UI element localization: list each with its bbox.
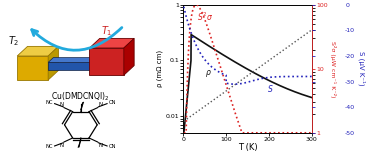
Polygon shape <box>17 46 59 56</box>
Polygon shape <box>48 62 96 70</box>
Polygon shape <box>48 46 59 80</box>
Text: Cu(DMDCNQI)$_2$: Cu(DMDCNQI)$_2$ <box>51 90 110 103</box>
X-axis label: T (K): T (K) <box>238 143 257 152</box>
Text: NC: NC <box>45 144 53 149</box>
Y-axis label: ρ (mΩ cm): ρ (mΩ cm) <box>156 50 163 87</box>
Polygon shape <box>48 58 101 62</box>
Text: $S$: $S$ <box>267 83 273 94</box>
Text: $T_1$: $T_1$ <box>101 25 112 38</box>
Text: $T_2$: $T_2$ <box>8 34 20 48</box>
Text: N: N <box>98 102 102 107</box>
Text: CN: CN <box>109 100 116 105</box>
Text: CN: CN <box>109 144 116 149</box>
Text: $\rho$: $\rho$ <box>205 68 212 79</box>
Y-axis label: S²σ (μW cm⁻¹ K⁻²): S²σ (μW cm⁻¹ K⁻²) <box>330 40 336 97</box>
Polygon shape <box>17 56 48 80</box>
Polygon shape <box>90 38 134 48</box>
Y-axis label: S (μV K⁻¹): S (μV K⁻¹) <box>358 52 366 86</box>
Polygon shape <box>124 38 134 75</box>
Text: N: N <box>59 102 63 107</box>
Polygon shape <box>90 48 124 75</box>
Text: $S^2\sigma$: $S^2\sigma$ <box>197 11 213 23</box>
Text: N: N <box>98 143 102 148</box>
Text: N: N <box>59 143 63 148</box>
Text: NC: NC <box>45 100 53 105</box>
